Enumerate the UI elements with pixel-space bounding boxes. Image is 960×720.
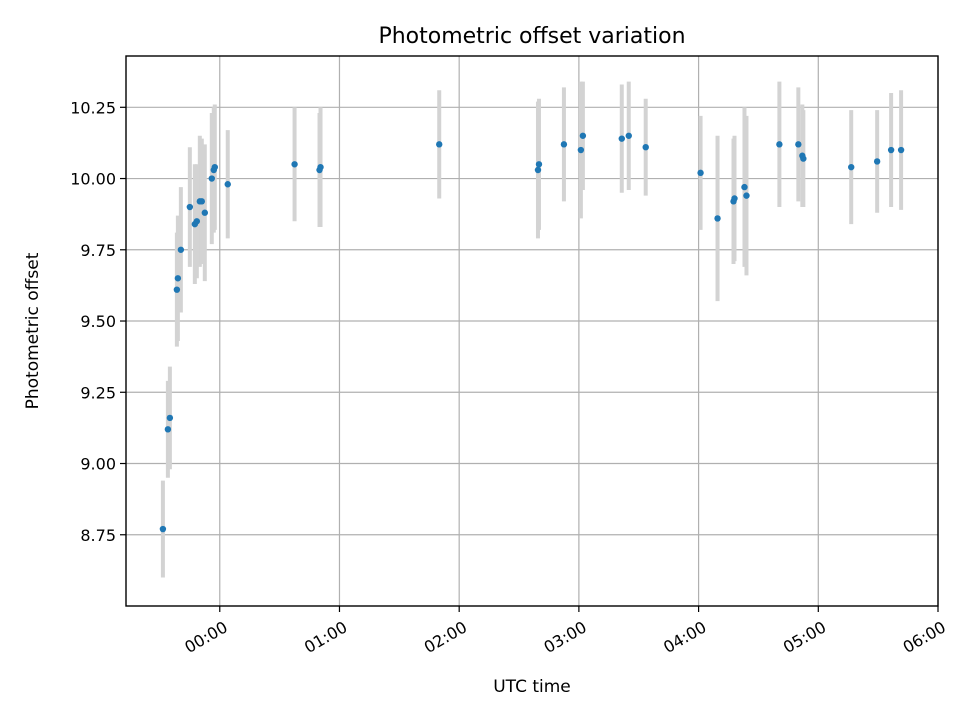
data-point (211, 163, 218, 171)
data-point (743, 192, 750, 199)
data-points (159, 132, 905, 533)
data-point (224, 181, 231, 188)
data-point (186, 203, 194, 211)
y-tick-label: 10.00 (70, 170, 116, 189)
data-point (741, 183, 748, 191)
data-point (618, 135, 625, 142)
data-point (795, 141, 802, 148)
data-point (776, 141, 783, 148)
y-tick-label: 9.25 (80, 383, 116, 402)
data-point (642, 143, 649, 151)
data-point (714, 215, 721, 222)
data-point (166, 414, 174, 422)
data-point (731, 195, 738, 202)
data-point (887, 146, 895, 154)
data-point (436, 141, 443, 148)
data-point (800, 155, 807, 162)
data-point (317, 163, 324, 171)
y-tick-label: 10.25 (70, 98, 116, 117)
data-point (177, 246, 185, 253)
data-point (164, 426, 172, 433)
data-point (198, 198, 206, 205)
data-point (577, 146, 585, 154)
data-point (848, 163, 855, 171)
data-point (873, 158, 881, 165)
y-tick-label: 9.75 (80, 241, 116, 260)
x-axis-label: UTC time (493, 677, 571, 697)
plot-area-frame (125, 55, 939, 607)
y-tick-label: 8.75 (80, 526, 116, 545)
data-point (174, 275, 182, 282)
data-point (579, 132, 587, 139)
data-point (208, 175, 215, 182)
y-tick-label: 9.00 (80, 455, 116, 474)
data-point (560, 141, 568, 148)
y-tick-label: 9.50 (80, 312, 116, 331)
data-point (159, 525, 167, 533)
data-point (897, 146, 905, 154)
data-point (534, 166, 542, 174)
data-point (625, 132, 632, 139)
data-point (291, 161, 298, 168)
data-point (173, 286, 181, 293)
data-point (193, 218, 201, 225)
chart-title: Photometric offset variation (378, 24, 685, 49)
y-axis-label: Photometric offset (23, 252, 43, 409)
data-point (697, 169, 704, 177)
data-point (535, 161, 543, 168)
data-point (201, 209, 209, 216)
